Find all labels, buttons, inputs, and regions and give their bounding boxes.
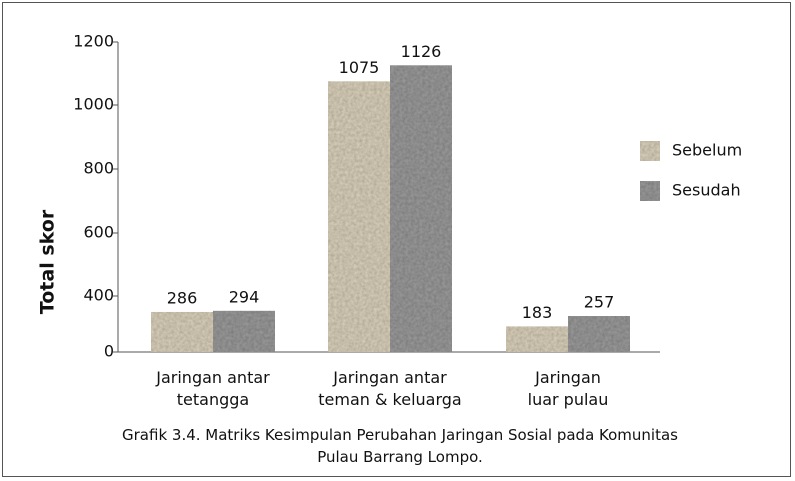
y-axis-label: Total skor: [37, 209, 59, 314]
y-tick-label: 600: [83, 223, 114, 242]
bar: [213, 310, 275, 352]
x-tick-label: Jaringan antar teman & keluarga: [318, 368, 461, 409]
bar: [390, 65, 452, 352]
value-label: 286: [167, 288, 198, 307]
bar: [328, 81, 390, 352]
bar: [568, 316, 630, 352]
legend-swatch: [640, 181, 660, 201]
value-label: 1075: [339, 58, 380, 77]
y-tick-label: 1000: [73, 95, 114, 114]
legend-swatch: [640, 141, 660, 161]
x-tick-label-line: luar pulau: [528, 390, 609, 409]
x-tick-label-line: tetangga: [177, 390, 249, 409]
y-tick-label: 400: [83, 286, 114, 305]
value-label: 294: [229, 287, 260, 306]
x-tick-label-line: Jaringan: [534, 368, 601, 387]
y-tick-label: 1200: [73, 32, 114, 51]
caption: Grafik 3.4. Matriks Kesimpulan Perubahan…: [122, 426, 678, 466]
x-tick-label: Jaringan luar pulau: [528, 368, 609, 409]
value-label: 257: [584, 293, 615, 312]
value-label: 1126: [401, 42, 442, 61]
x-tick-label-line: teman & keluarga: [318, 390, 461, 409]
y-tick-label: 800: [83, 159, 114, 178]
x-tick-label: Jaringan antar tetangga: [155, 368, 270, 409]
legend-label: Sebelum: [672, 141, 742, 160]
y-tick-label: 0: [104, 342, 114, 361]
legend-label: Sesudah: [672, 181, 741, 200]
bar: [506, 326, 568, 352]
bar: [151, 311, 213, 352]
x-tick-label-line: Jaringan antar: [155, 368, 270, 387]
value-label: 183: [522, 303, 553, 322]
x-tick-label-line: Jaringan antar: [332, 368, 447, 387]
